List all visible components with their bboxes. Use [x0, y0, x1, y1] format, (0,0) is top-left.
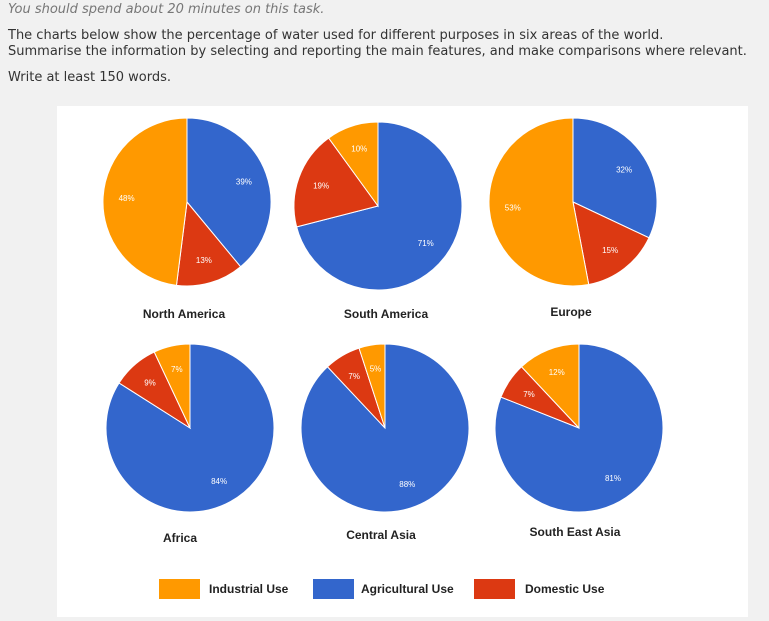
- slice-label-domestic: 7%: [523, 390, 535, 399]
- slice-label-industrial: 10%: [351, 145, 367, 154]
- slice-label-domestic: 13%: [196, 256, 212, 265]
- legend-label-industrial: Industrial Use: [209, 582, 289, 596]
- task-line-1: The charts below show the percentage of …: [8, 28, 664, 43]
- slice-industrial: [520, 343, 580, 430]
- slice-agricultural: [186, 117, 272, 268]
- chart-title: South America: [344, 307, 429, 321]
- slice-label-domestic: 15%: [602, 246, 618, 255]
- pie-chart-south-east-asia: 81% 7% 12% South East Asia: [494, 343, 664, 539]
- slice-label-domestic: 19%: [313, 182, 329, 191]
- chart-title: Africa: [163, 531, 197, 545]
- slice-label-domestic: 7%: [348, 372, 360, 381]
- slice-label-agricultural: 71%: [418, 239, 434, 248]
- slice-label-agricultural: 81%: [605, 474, 621, 483]
- pie-chart-central-asia: 88% 7% 5% Central Asia: [300, 343, 470, 542]
- slice-label-agricultural: 39%: [236, 178, 252, 187]
- chart-panel: 39% 13% 48% North America 71% 19% 10% South Ame…: [57, 106, 748, 617]
- pie-chart-europe: 32% 15% 53% Europe: [488, 117, 658, 319]
- pie-chart-south-america: 71% 19% 10% South America: [293, 121, 463, 321]
- slice-label-industrial: 48%: [119, 194, 135, 203]
- slice-label-agricultural: 84%: [211, 477, 227, 486]
- legend-label-agricultural: Agricultural Use: [361, 582, 454, 596]
- slice-domestic: [175, 200, 242, 287]
- slice-label-domestic: 9%: [144, 379, 156, 388]
- slice-industrial: [358, 343, 386, 429]
- slice-agricultural: [296, 121, 463, 291]
- legend-swatch-industrial: [159, 579, 200, 599]
- chart-title: North America: [143, 307, 226, 321]
- slice-agricultural: [572, 117, 658, 239]
- legend-item-industrial: Industrial Use: [159, 579, 289, 599]
- slice-domestic: [293, 137, 379, 228]
- slice-industrial: [102, 117, 188, 286]
- slice-agricultural: [300, 343, 470, 513]
- slice-label-industrial: 53%: [505, 204, 521, 213]
- pie-charts-figure: 39% 13% 48% North America 71% 19% 10% South Ame…: [102, 117, 664, 599]
- slice-domestic: [572, 201, 650, 286]
- slice-industrial: [327, 121, 379, 208]
- chart-title: Central Asia: [346, 528, 416, 542]
- slice-label-agricultural: 32%: [616, 166, 632, 175]
- word-count-note: Write at least 150 words.: [8, 70, 172, 85]
- legend-item-agricultural: Agricultural Use: [313, 579, 454, 599]
- slice-label-industrial: 12%: [549, 368, 565, 377]
- slice-label-agricultural: 88%: [399, 480, 415, 489]
- slice-label-industrial: 7%: [171, 365, 183, 374]
- task-instructions: You should spend about 20 minutes on thi…: [8, 2, 763, 86]
- chart-title: Europe: [550, 305, 592, 319]
- pie-chart-north-america: 39% 13% 48% North America: [102, 117, 272, 321]
- legend-swatch-agricultural: [313, 579, 354, 599]
- chart-title: South East Asia: [530, 525, 621, 539]
- task-description: The charts below show the percentage of …: [8, 28, 763, 60]
- slice-industrial: [153, 343, 191, 429]
- legend-swatch-domestic: [474, 579, 515, 599]
- legend-item-domestic: Domestic Use: [474, 579, 605, 599]
- legend: Industrial Use Agricultural Use Domestic U…: [159, 579, 605, 599]
- slice-agricultural: [494, 343, 664, 513]
- pie-group: 39% 13% 48% North America 71% 19% 10% South Ame…: [102, 117, 664, 545]
- time-note: You should spend about 20 minutes on thi…: [8, 2, 325, 17]
- slice-industrial: [488, 117, 590, 287]
- task-line-2: Summarise the information by selecting a…: [8, 44, 747, 59]
- pie-chart-africa: 84% 9% 7% Africa: [105, 343, 275, 545]
- legend-label-domestic: Domestic Use: [525, 582, 605, 596]
- slice-label-industrial: 5%: [370, 364, 382, 373]
